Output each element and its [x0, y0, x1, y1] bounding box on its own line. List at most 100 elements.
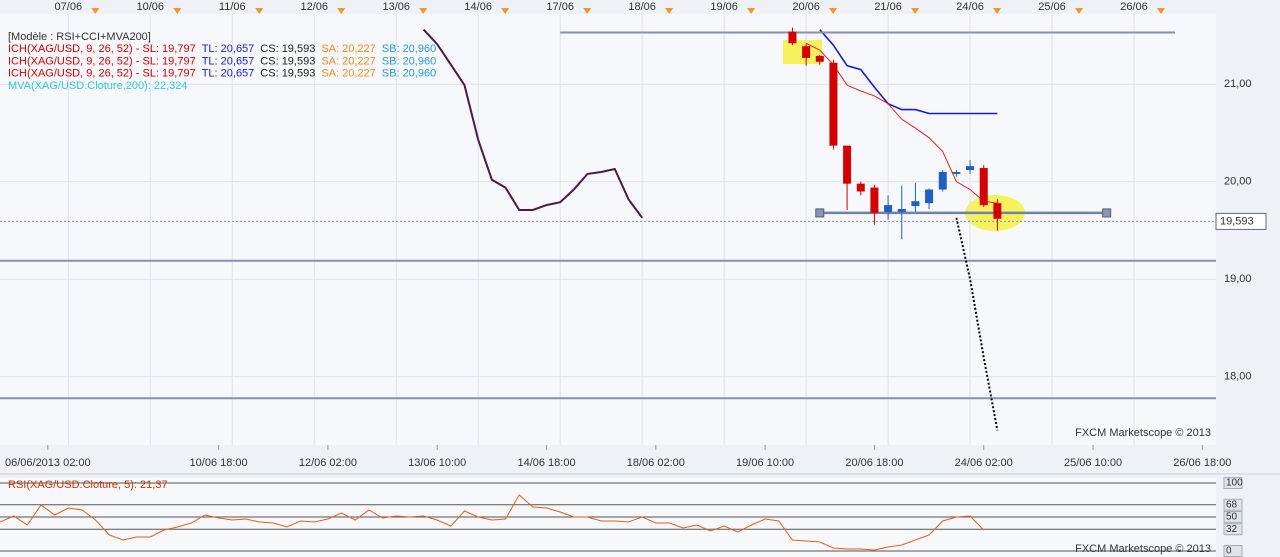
y-tick-label: 0 — [1226, 546, 1232, 557]
legend-part: SA: 20,227 — [321, 43, 375, 55]
session-marker — [419, 8, 428, 14]
price-box — [1215, 212, 1267, 230]
series-line — [422, 28, 644, 219]
y-tick-label: 19,00 — [1224, 273, 1252, 285]
legend-part: TL: 20,657 — [202, 68, 255, 80]
candle-body — [884, 205, 893, 212]
session-marker — [993, 8, 1002, 14]
x-tick-label: 18/06 02:00 — [627, 457, 685, 469]
session-marker — [747, 8, 756, 14]
watermark: FXCM Marketscope © 2013 — [1075, 427, 1211, 439]
legend-part: CS: 19,593 — [260, 43, 315, 55]
price-plot — [0, 14, 1216, 445]
x-tick-label: 26/06 18:00 — [1173, 457, 1231, 469]
indicator-legend: ICH(XAG/USD, 9, 26, 52) - SL: 19,797 TL: … — [8, 68, 436, 80]
legend-part: SB: 20,960 — [382, 55, 436, 67]
trendline-handle — [1102, 208, 1112, 218]
top-tick-label: 10/06 — [137, 1, 165, 13]
top-tick-label: 19/06 — [710, 1, 738, 13]
candle-body — [897, 209, 906, 212]
x-tick-label: 06/06/2013 02:00 — [5, 457, 91, 469]
session-marker — [829, 8, 838, 14]
candle-body — [870, 187, 879, 213]
candle-body — [952, 171, 961, 174]
candle-body — [788, 31, 797, 44]
candle-body — [802, 46, 811, 58]
top-tick-label: 14/06 — [464, 1, 492, 13]
top-tick-label: 25/06 — [1038, 1, 1066, 13]
y-tick-box — [1223, 477, 1243, 489]
top-tick-label: 17/06 — [546, 1, 574, 13]
watermark: FXCM Marketscope © 2013 — [1075, 543, 1211, 555]
x-tick-label: 10/06 18:00 — [190, 457, 248, 469]
y-tick-label: 100 — [1226, 478, 1243, 489]
y-tick-label: 18,00 — [1224, 371, 1252, 383]
session-marker — [911, 8, 920, 14]
legend-part: ICH(XAG/USD, 9, 26, 52) - SL: 19,797 — [8, 43, 196, 55]
session-marker — [1075, 8, 1084, 14]
series-line — [805, 42, 998, 204]
session-marker — [583, 8, 592, 14]
x-tick-label: 24/06 02:00 — [955, 457, 1013, 469]
session-marker — [665, 8, 674, 14]
candle-body — [938, 171, 947, 190]
session-marker — [255, 8, 264, 14]
legend-part: ICH(XAG/USD, 9, 26, 52) - SL: 19,797 — [8, 55, 196, 67]
rsi-title: RSI(XAG/USD.Cloture, 5): 21,37 — [8, 479, 168, 491]
session-marker — [91, 8, 100, 14]
legend-part: SA: 20,227 — [321, 55, 375, 67]
top-tick-label: 11/06 — [219, 1, 246, 13]
legend-part: SA: 20,227 — [321, 68, 375, 80]
x-tick-label: 19/06 10:00 — [736, 457, 794, 469]
candle-body — [815, 55, 824, 62]
y-tick-box — [1223, 523, 1243, 536]
candle-body — [925, 189, 934, 204]
indicator-legend: ICH(XAG/USD, 9, 26, 52) - SL: 19,797 TL: … — [8, 55, 436, 67]
candle-body — [829, 62, 838, 146]
candle-body — [966, 166, 975, 171]
indicator-legend: ICH(XAG/USD, 9, 26, 52) - SL: 19,797 TL: … — [8, 43, 436, 55]
x-tick-label: 13/06 10:00 — [408, 457, 466, 469]
top-tick-label: 13/06 — [382, 1, 410, 13]
legend-part: CS: 19,593 — [260, 68, 315, 80]
candle-body — [856, 183, 865, 192]
top-tick-label: 18/06 — [628, 1, 656, 13]
y-tick-label: 21,00 — [1224, 78, 1252, 90]
trendline-handle — [815, 208, 825, 218]
top-tick-label: 24/06 — [956, 1, 984, 13]
legend-part: SB: 20,960 — [382, 43, 436, 55]
indicator-legend: MVA(XAG/USD.Cloture,200): 22,324 — [8, 80, 188, 92]
session-marker — [501, 8, 510, 14]
y-tick-label: 20,00 — [1224, 176, 1252, 188]
top-tick-label: 21/06 — [874, 1, 902, 13]
legend-part: ICH(XAG/USD, 9, 26, 52) - SL: 19,797 — [8, 68, 196, 80]
y-tick-box — [1223, 511, 1243, 523]
y-tick-label: 68 — [1226, 499, 1238, 510]
legend-part: CS: 19,593 — [260, 55, 315, 67]
y-tick-label: 32 — [1226, 524, 1238, 535]
candle-body — [843, 145, 852, 184]
y-tick-label: 50 — [1226, 512, 1238, 523]
legend-part: SB: 20,960 — [382, 68, 436, 80]
session-marker — [1157, 8, 1166, 14]
legend-part: MVA(XAG/USD.Cloture,200): 22,324 — [8, 80, 188, 92]
top-tick-label: 20/06 — [792, 1, 820, 13]
candle-body — [993, 203, 1002, 219]
series-line — [819, 29, 998, 115]
x-tick-label: 12/06 02:00 — [299, 457, 357, 469]
template-label: [Modèle : RSI+CCI+MVA200] — [8, 31, 151, 43]
legend-part: TL: 20,657 — [202, 43, 255, 55]
session-marker — [337, 8, 346, 14]
top-tick-label: 07/06 — [55, 1, 83, 13]
series-line — [0, 494, 985, 551]
candle-body — [979, 168, 988, 206]
x-tick-label: 14/06 18:00 — [517, 457, 575, 469]
x-tick-label: 20/06 18:00 — [845, 457, 903, 469]
top-tick-label: 12/06 — [300, 1, 328, 13]
candle-body — [911, 201, 920, 207]
y-tick-box — [1223, 498, 1243, 511]
x-tick-label: 25/06 10:00 — [1064, 457, 1122, 469]
session-marker — [173, 8, 182, 14]
